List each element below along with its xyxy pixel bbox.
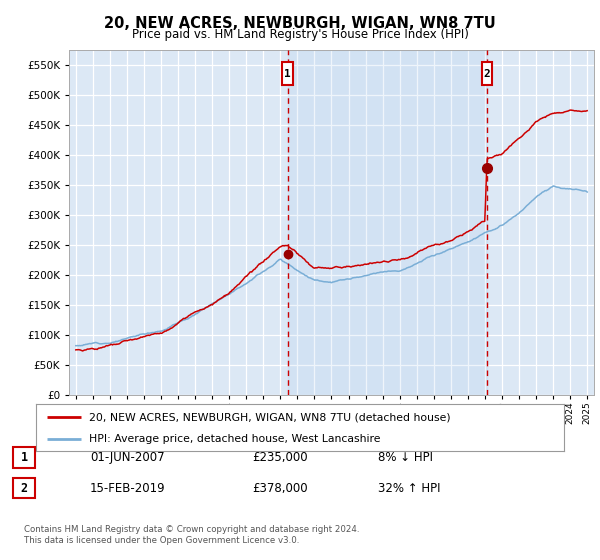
Text: 32% ↑ HPI: 32% ↑ HPI xyxy=(378,482,440,495)
Text: 20, NEW ACRES, NEWBURGH, WIGAN, WN8 7TU: 20, NEW ACRES, NEWBURGH, WIGAN, WN8 7TU xyxy=(104,16,496,31)
Text: 1: 1 xyxy=(284,69,291,79)
Text: 8% ↓ HPI: 8% ↓ HPI xyxy=(378,451,433,464)
Bar xyxy=(482,62,492,85)
Bar xyxy=(287,50,487,395)
Text: Contains HM Land Registry data © Crown copyright and database right 2024.
This d: Contains HM Land Registry data © Crown c… xyxy=(24,525,359,545)
Text: HPI: Average price, detached house, West Lancashire: HPI: Average price, detached house, West… xyxy=(89,434,380,444)
Text: 01-JUN-2007: 01-JUN-2007 xyxy=(90,451,164,464)
Text: £378,000: £378,000 xyxy=(252,482,308,495)
Text: 2: 2 xyxy=(20,482,28,495)
Text: Price paid vs. HM Land Registry's House Price Index (HPI): Price paid vs. HM Land Registry's House … xyxy=(131,28,469,41)
Bar xyxy=(283,62,293,85)
Text: 15-FEB-2019: 15-FEB-2019 xyxy=(90,482,166,495)
Text: 20, NEW ACRES, NEWBURGH, WIGAN, WN8 7TU (detached house): 20, NEW ACRES, NEWBURGH, WIGAN, WN8 7TU … xyxy=(89,412,451,422)
Text: 1: 1 xyxy=(20,451,28,464)
Text: £235,000: £235,000 xyxy=(252,451,308,464)
Text: 2: 2 xyxy=(484,69,490,79)
